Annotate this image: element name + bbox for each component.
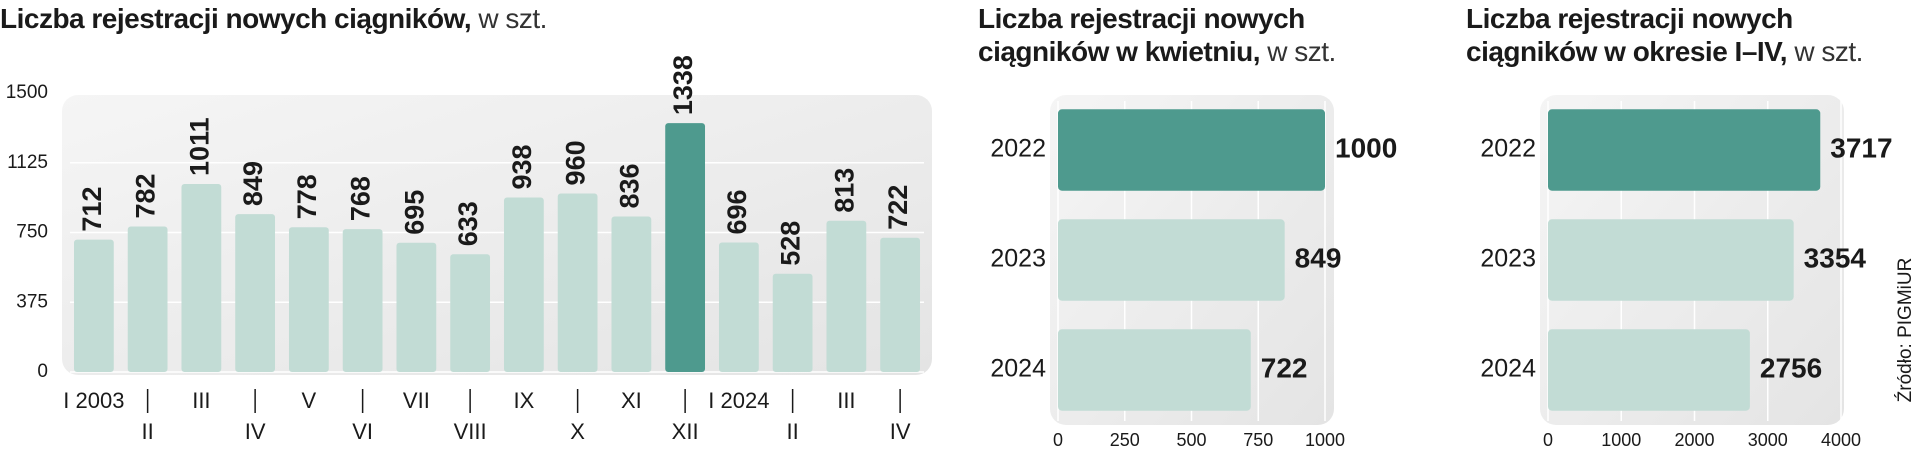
bar xyxy=(235,214,276,372)
x-tick-label: 500 xyxy=(1176,430,1206,450)
bar xyxy=(880,237,921,372)
unit-text: w szt. xyxy=(478,3,547,34)
bar xyxy=(127,226,168,372)
value-label: 1011 xyxy=(185,117,215,176)
x-tick-label: IV xyxy=(245,419,266,444)
y-tick-label: 2023 xyxy=(990,245,1046,273)
value-label: 3354 xyxy=(1804,242,1867,273)
y-tick-label: 1500 xyxy=(6,82,48,103)
title-text: Liczba rejestracji nowych ciągników, xyxy=(0,3,472,34)
x-tick-label: III xyxy=(837,388,855,413)
x-tick-label: II xyxy=(787,419,799,444)
value-label: 712 xyxy=(77,187,107,232)
bar xyxy=(181,183,222,372)
value-label: 768 xyxy=(346,176,376,221)
value-label: 528 xyxy=(776,221,806,266)
x-tick-label: 2000 xyxy=(1674,430,1714,450)
y-tick-label: 750 xyxy=(16,222,48,243)
x-tick-label: XI xyxy=(621,388,642,413)
value-label: 938 xyxy=(507,144,537,189)
bar xyxy=(1058,329,1251,411)
y-tick-label: 2024 xyxy=(1480,355,1536,383)
bar xyxy=(342,229,383,372)
x-tick-label: VI xyxy=(352,419,373,444)
x-tick-label: X xyxy=(570,419,585,444)
bar xyxy=(611,216,652,372)
value-label: 1338 xyxy=(668,55,698,115)
bar xyxy=(1058,219,1285,301)
value-label: 813 xyxy=(830,168,860,213)
x-tick-label: XII xyxy=(672,419,699,444)
x-tick-label: 4000 xyxy=(1821,430,1861,450)
x-tick-label: 0 xyxy=(1053,430,1063,450)
bar xyxy=(665,123,706,372)
x-tick-label: 1000 xyxy=(1601,430,1641,450)
value-label: 633 xyxy=(453,201,483,246)
bar xyxy=(826,220,867,372)
chart-title: Liczba rejestracji nowych ciągników, w s… xyxy=(0,2,760,35)
bar xyxy=(1548,109,1821,191)
bar xyxy=(450,254,491,372)
value-label: 849 xyxy=(1295,242,1342,273)
y-tick-label: 0 xyxy=(37,361,48,382)
title-text: Liczba rejestracji nowych ciągników w kw… xyxy=(978,3,1305,67)
value-label: 3717 xyxy=(1830,132,1892,163)
bar xyxy=(288,227,329,372)
x-tick-label: IV xyxy=(890,419,911,444)
x-tick-label: 1000 xyxy=(1305,430,1345,450)
value-label: 722 xyxy=(883,185,913,230)
x-tick-label: I 2003 xyxy=(63,388,124,413)
value-label: 960 xyxy=(561,140,591,185)
x-tick-label: III xyxy=(192,388,210,413)
value-label: 695 xyxy=(400,190,430,235)
x-tick-label: VII xyxy=(403,388,430,413)
chart-title: Liczba rejestracji nowych ciągników w kw… xyxy=(978,2,1398,68)
chart-title: Liczba rejestracji nowych ciągników w ok… xyxy=(1466,2,1920,68)
bar xyxy=(718,242,759,372)
bar xyxy=(503,197,544,372)
bar xyxy=(1548,329,1750,411)
y-tick-label: 1125 xyxy=(7,152,48,173)
bar xyxy=(73,239,114,372)
y-tick-label: 2022 xyxy=(990,135,1046,163)
y-tick-label: 2024 xyxy=(990,355,1046,383)
bar xyxy=(1548,219,1794,301)
x-tick-label: 250 xyxy=(1110,430,1140,450)
bar xyxy=(396,242,437,372)
value-label: 1000 xyxy=(1335,132,1397,163)
value-label: 778 xyxy=(292,174,322,219)
unit-text: w szt. xyxy=(1794,36,1863,67)
x-tick-label: I 2024 xyxy=(708,388,769,413)
value-label: 2756 xyxy=(1760,352,1822,383)
value-label: 782 xyxy=(131,173,161,218)
title-text: Liczba rejestracji nowych ciągników w ok… xyxy=(1466,3,1793,67)
x-tick-label: II xyxy=(142,419,154,444)
value-label: 849 xyxy=(238,161,268,206)
value-label: 722 xyxy=(1261,352,1308,383)
value-label: 696 xyxy=(722,189,752,234)
value-label: 836 xyxy=(615,163,645,208)
y-tick-label: 2022 xyxy=(1480,135,1536,163)
bar xyxy=(1058,109,1325,191)
y-tick-label: 2023 xyxy=(1480,245,1536,273)
x-tick-label: 750 xyxy=(1243,430,1273,450)
source: Źródło: PIGMiUR xyxy=(1895,258,1916,403)
bar xyxy=(772,273,813,372)
x-tick-label: IX xyxy=(513,388,534,413)
x-tick-label: VIII xyxy=(454,419,487,444)
bar xyxy=(557,193,598,372)
x-tick-label: V xyxy=(302,388,317,413)
panel xyxy=(62,95,932,375)
x-tick-label: 3000 xyxy=(1748,430,1788,450)
x-tick-label: 0 xyxy=(1543,430,1553,450)
y-tick-label: 375 xyxy=(16,291,48,312)
unit-text: w szt. xyxy=(1267,36,1336,67)
